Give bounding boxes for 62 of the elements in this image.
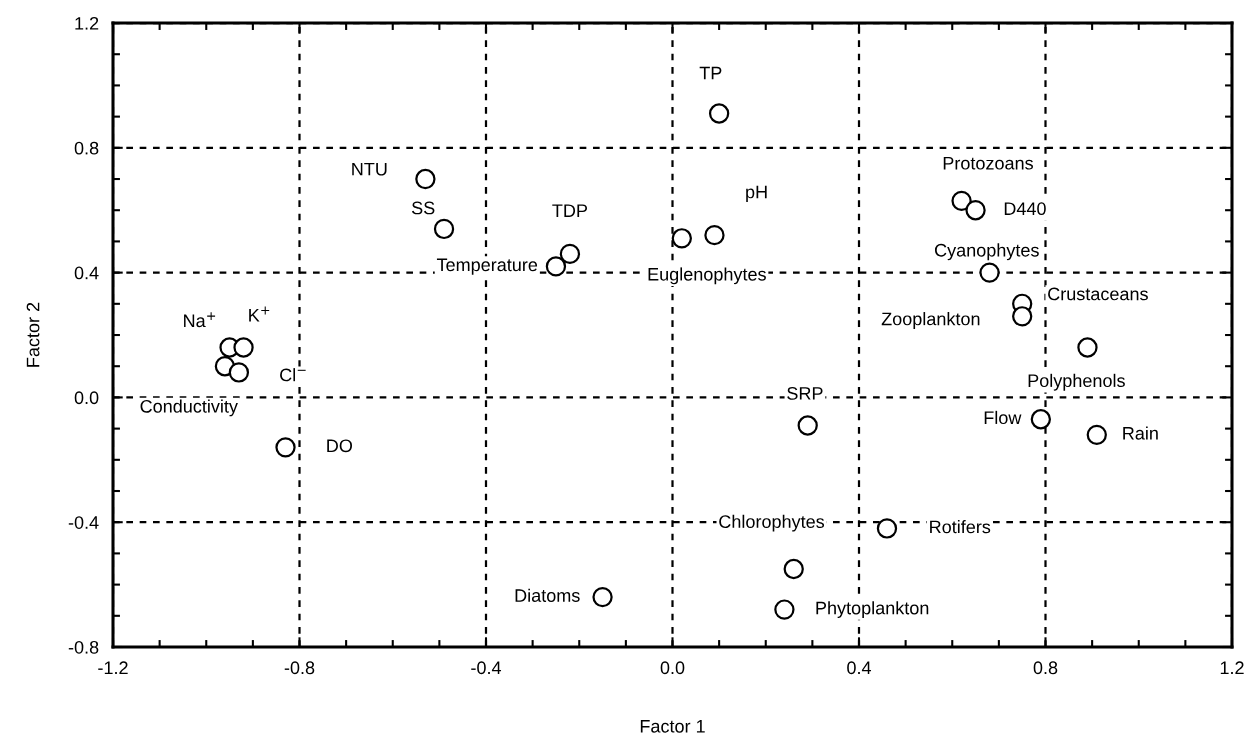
point: [592, 586, 613, 608]
y-tick-label: -0.8: [68, 640, 99, 654]
point: [559, 243, 581, 265]
point: [415, 168, 436, 190]
x-tick-label: -0.4: [471, 661, 502, 675]
annotation: Rain: [1123, 426, 1158, 440]
annotation: pH: [746, 185, 767, 202]
annotation: TP: [699, 66, 722, 80]
point: [545, 256, 567, 277]
annotation: Chlorophytes: [719, 514, 825, 532]
x-tick-label: 0.0: [660, 661, 685, 675]
annotation: Crustaceans: [1048, 287, 1148, 301]
point: [979, 262, 1000, 283]
x-tick-label: 0.8: [1033, 661, 1058, 675]
y-tick-label: 0.8: [74, 141, 99, 155]
annotation: Temperature: [436, 258, 538, 275]
point: [228, 362, 250, 383]
point: [275, 437, 296, 458]
x-tick-label: -1.2: [98, 661, 128, 674]
point: [704, 225, 725, 246]
y-tick-label: 1.2: [75, 16, 99, 30]
point: [965, 200, 986, 221]
annotation: DO: [327, 439, 353, 453]
annotation: Cyanophytes: [935, 243, 1039, 261]
point: [876, 518, 898, 539]
annotation: Na$^{+}$: [184, 312, 216, 328]
annotation: TDP: [552, 204, 588, 217]
annotation: Phytoplankton: [816, 601, 929, 618]
annotation: Rotifers: [930, 520, 991, 534]
point: [951, 190, 972, 212]
point: [774, 599, 795, 620]
point: [433, 218, 455, 240]
point: [708, 103, 730, 124]
point: [1077, 337, 1098, 358]
annotation: Cl$^{−}$: [280, 368, 306, 382]
x-tick-label: 0.4: [847, 661, 872, 675]
annotation: Flow: [984, 410, 1022, 425]
annotation: SS: [411, 201, 435, 215]
annotation: K$^{+}$: [249, 306, 270, 322]
annotation: Diatoms: [515, 588, 580, 602]
point: [1086, 424, 1107, 446]
annotation: Polyphenols: [1028, 373, 1125, 391]
annotation: Protozoans: [943, 157, 1033, 170]
point: [1030, 409, 1051, 430]
y-tick-label: 0.0: [74, 391, 99, 405]
point: [1012, 306, 1033, 327]
point: [783, 558, 804, 580]
x-tick-label: -0.8: [284, 661, 315, 675]
y-tick-label: -0.4: [68, 516, 99, 529]
point: [671, 228, 692, 249]
point: [233, 337, 254, 358]
annotation: Euglenophytes: [648, 267, 766, 285]
annotation: D440: [1004, 202, 1046, 216]
annotation: Conductivity: [140, 399, 238, 417]
y-axis-title: Factor 2: [26, 302, 40, 367]
annotation: NTU: [352, 162, 387, 176]
y-tick-label: 0.4: [74, 266, 99, 280]
point: [797, 415, 818, 436]
annotation: SRP: [787, 387, 823, 400]
x-axis-title: Factor 1: [640, 720, 705, 733]
x-tick-label: 1.2: [1220, 661, 1244, 674]
annotation: Zooplankton: [881, 312, 980, 329]
